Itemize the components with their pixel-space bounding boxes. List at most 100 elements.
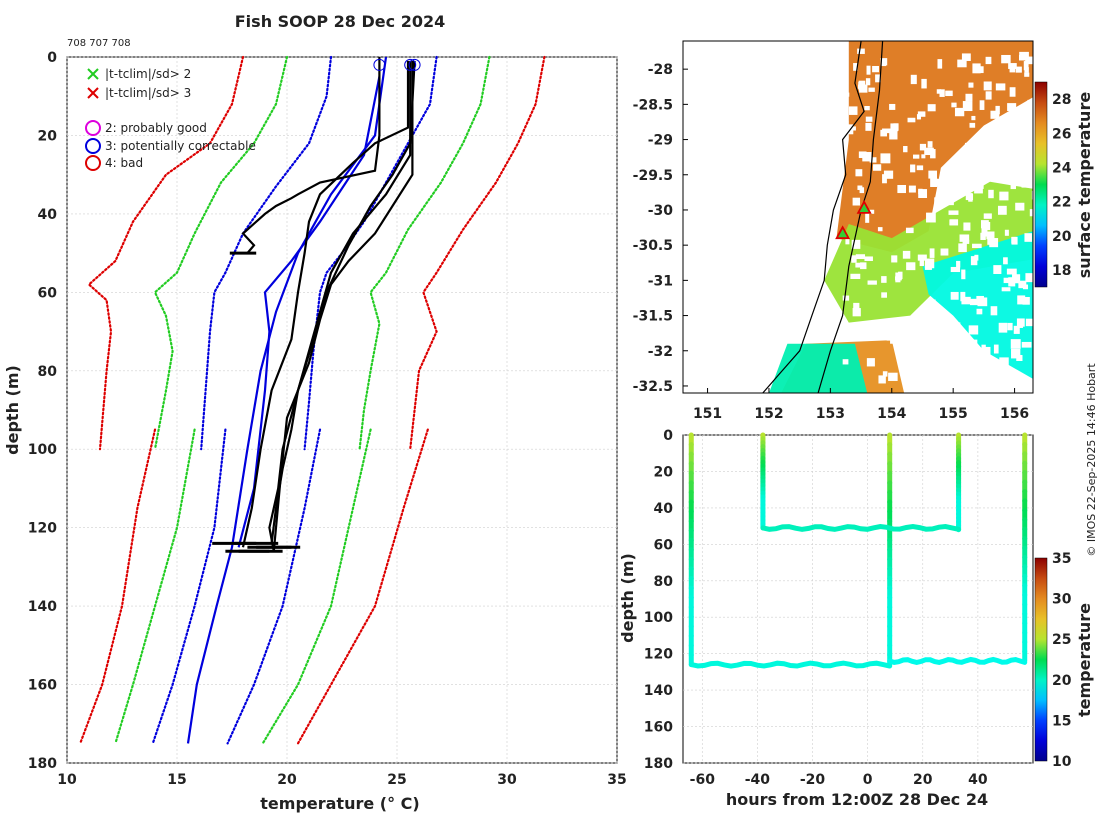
cloud-gap — [950, 266, 961, 273]
cloud-gap — [999, 191, 1009, 201]
cloud-gap — [985, 91, 992, 100]
cloud-gap — [974, 375, 984, 384]
cloud-gap — [844, 120, 849, 128]
cloud-gap — [940, 248, 949, 256]
cloud-gap — [974, 351, 980, 357]
cloud-gap — [939, 89, 945, 97]
y-tick-label: 80 — [38, 364, 58, 380]
cloud-gap — [1009, 87, 1016, 97]
section-y-tick-label: 100 — [644, 610, 673, 626]
chart-title: Fish SOOP 28 Dec 2024 — [235, 12, 445, 31]
cloud-gap — [883, 170, 894, 179]
profile-ticks: 10 15 20 25 30 35 0 20 40 60 80 100 120 140 160 180 — [28, 50, 627, 788]
section-y-tick-label: 140 — [644, 683, 673, 699]
cloud-gap — [988, 189, 994, 199]
section-panel: -60 -40 -20 0 20 40 0 20 40 60 80 100 120 140 160 180 h… — [618, 428, 1094, 809]
cloud-gap — [997, 128, 1007, 134]
series-profile-5 — [272, 60, 414, 552]
legend-label: |t-tclim|/sd> 2 — [105, 67, 191, 81]
map-frame — [682, 40, 1034, 394]
temp-colorbar-tick-label: 35 — [1052, 551, 1071, 567]
cloud-gap — [957, 59, 967, 68]
cloud-gap — [946, 184, 955, 192]
cloud-gap — [917, 254, 927, 261]
legend-x-marker — [87, 68, 99, 80]
y-tick-label: 60 — [38, 285, 58, 301]
cloud-gap — [995, 83, 1006, 91]
cloud-gap — [996, 377, 1002, 387]
y-tick-label: 120 — [28, 521, 57, 537]
cloud-gap — [976, 295, 984, 301]
cloud-gap — [886, 330, 894, 341]
profile-flag-markers — [212, 58, 421, 553]
sst-colorbar-tick-label: 28 — [1052, 92, 1071, 108]
cloud-gap — [995, 105, 1000, 115]
cloud-gap — [853, 63, 858, 71]
map-y-tick-label: -28.5 — [633, 97, 673, 113]
sst-region-mid-yellow — [824, 181, 1033, 323]
cloud-gap — [858, 80, 866, 91]
cloud-gap — [889, 103, 896, 110]
cloud-gap — [968, 325, 979, 335]
fish-position-marker — [856, 199, 872, 214]
cloud-gap — [968, 82, 974, 88]
cloud-gap — [872, 65, 879, 73]
cloud-gap — [1024, 72, 1030, 77]
series-climatology-mean — [186, 56, 388, 744]
cloud-gap — [921, 78, 927, 89]
cloud-gap — [857, 48, 865, 54]
cloud-gap — [890, 123, 899, 132]
map-panel: 151 152 153 154 155 156 -28 -28.5 -29 -29.5 -30 -30… — [633, 40, 1094, 422]
cloud-gap — [1011, 348, 1021, 359]
cloud-gap — [895, 272, 901, 283]
x-tick-label: 30 — [497, 772, 517, 788]
section-y-tick-label: 160 — [644, 720, 673, 736]
cloud-gap — [972, 243, 982, 249]
cloud-gap — [880, 129, 888, 137]
cloud-gap — [1003, 277, 1012, 284]
cloud-gap — [867, 209, 875, 214]
cloud-gap — [931, 321, 941, 329]
legend-label: 2: probably good — [105, 121, 207, 135]
cloud-gap — [989, 367, 997, 373]
temp-colorbar-tick-label: 20 — [1052, 673, 1072, 689]
cloud-gap — [842, 295, 850, 301]
cloud-gap — [949, 219, 959, 226]
series-profile-3 — [241, 60, 410, 548]
cloud-gap — [961, 296, 971, 305]
cloud-gap — [959, 234, 970, 242]
sst-colorbar-label: surface temperature — [1075, 92, 1094, 279]
cloud-gap — [999, 357, 1009, 366]
cloud-gap — [865, 116, 873, 122]
legend-x-marker — [87, 87, 99, 99]
series-clim-1sd-deep- — [151, 428, 227, 745]
cloud-gap — [979, 100, 985, 110]
cloud-gap — [960, 291, 966, 302]
sst-colorbar — [1034, 81, 1048, 288]
cloud-gap — [963, 222, 971, 231]
cloud-gap — [881, 59, 887, 67]
sst-colorbar-tick-label: 22 — [1052, 195, 1071, 211]
cloud-gap — [983, 159, 992, 169]
cloud-gap — [981, 354, 991, 360]
legend-label: 3: potentially correctable — [105, 139, 256, 153]
cloud-gap — [1021, 182, 1030, 188]
cloud-gap — [1008, 139, 1018, 147]
map-y-tick-label: -32 — [648, 344, 673, 360]
cloud-gap — [918, 189, 928, 199]
cloud-gap — [965, 93, 973, 102]
section-x-tick-label: 40 — [968, 772, 988, 788]
cloud-gap — [919, 143, 927, 151]
cloud-gap — [881, 276, 887, 283]
cloud-gap — [903, 146, 908, 153]
legend-circle-marker — [85, 155, 101, 171]
map-y-tick-label: -29 — [648, 133, 673, 149]
cloud-gap — [924, 258, 935, 269]
section-x-axis-label: hours from 12:00Z 28 Dec 24 — [726, 790, 988, 809]
cloud-gap — [976, 308, 983, 315]
legend-circle-marker — [85, 120, 101, 136]
cloud-gap — [1022, 296, 1030, 305]
map-x-tick-label: 155 — [939, 406, 968, 422]
tow-track — [760, 523, 962, 532]
cloud-gap — [1012, 274, 1021, 284]
